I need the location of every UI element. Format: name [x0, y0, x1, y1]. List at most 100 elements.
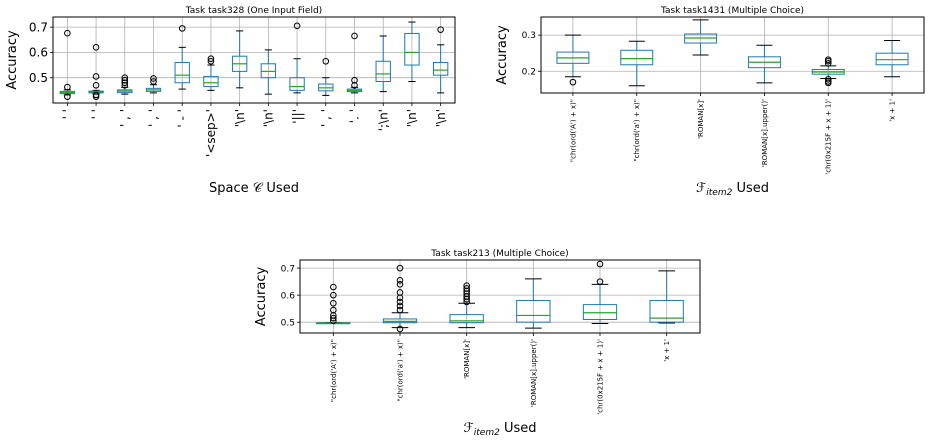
- flier-point: [64, 93, 71, 100]
- x-tick-label: 'ROMAN[x].upper()': [530, 339, 538, 407]
- flier-point: [396, 276, 404, 284]
- x-tick-label: 'x + 1': [663, 339, 671, 362]
- y-axis-label: Accuracy: [254, 267, 269, 327]
- box-iqr: [174, 62, 190, 84]
- flier-point: [322, 57, 330, 65]
- y-tick-label: 0.6: [29, 46, 48, 60]
- box-2: [382, 264, 418, 333]
- flier-point: [330, 299, 337, 307]
- box-3: [117, 74, 133, 95]
- flier-point: [351, 32, 358, 40]
- chart-panel-3: Task task213 (Multiple Choice) 0.5 0.6 0.7 "…: [254, 249, 701, 438]
- flier-point: [824, 60, 832, 67]
- box-iqr: [875, 52, 909, 66]
- flier-point: [64, 29, 71, 37]
- flier-point: [824, 75, 832, 83]
- flier-point: [330, 283, 337, 291]
- flier-point: [396, 298, 404, 306]
- x-tick-label: '\n': [262, 109, 276, 127]
- x-tick-label: ' ': [61, 109, 75, 119]
- flier-point: [92, 81, 100, 89]
- flier-point: [596, 278, 604, 285]
- y-tick-label: 0.3: [522, 31, 536, 41]
- x-tick-label: '\n': [434, 109, 448, 127]
- axes-frame: [52, 16, 456, 104]
- box-iqr: [516, 300, 551, 323]
- flier-point: [150, 78, 157, 85]
- flier-point: [463, 285, 470, 292]
- flier-point: [207, 55, 215, 63]
- box-8: [260, 49, 277, 95]
- x-tick-label: '\n': [405, 109, 419, 127]
- y-tick-label: 0.2: [522, 67, 536, 77]
- flier-point: [293, 22, 301, 30]
- x-axis-label: ℱitem2 Used: [696, 181, 769, 198]
- flier-point: [330, 314, 337, 322]
- flier-point: [150, 75, 157, 82]
- flier-point: [330, 306, 337, 314]
- flier-point: [396, 325, 404, 333]
- flier-point: [596, 260, 604, 268]
- flier-point: [92, 91, 100, 99]
- x-tick-label: ' ': [89, 109, 103, 119]
- box-12: [375, 35, 391, 93]
- x-axis-label: ℱitem2 Used: [464, 421, 537, 438]
- box-iqr: [404, 32, 420, 66]
- x-tick-label: ';\n': [376, 109, 390, 131]
- x-tick-label: '\n': [233, 109, 247, 127]
- box-11: [346, 32, 363, 94]
- box-1: [59, 29, 76, 100]
- flier-point: [396, 289, 404, 296]
- x-tick-label: ' , ': [118, 109, 132, 127]
- box-4: [145, 75, 162, 94]
- x-tick-label: 'ROMAN[x].upper()': [761, 99, 769, 167]
- box-iqr: [620, 49, 654, 66]
- y-axis-label: Accuracy: [495, 25, 510, 85]
- box-14: [432, 26, 449, 94]
- box-iqr: [432, 62, 449, 76]
- box-10: [318, 57, 334, 96]
- box-3: [684, 19, 718, 56]
- box-5: [811, 56, 845, 87]
- box-3: [449, 282, 484, 329]
- axes-frame: [540, 16, 925, 94]
- flier-point: [64, 83, 71, 91]
- x-tick-label: '||': [290, 109, 304, 124]
- chart-title: Task task213 (Multiple Choice): [430, 249, 568, 259]
- box-6: [875, 40, 909, 78]
- axes-frame: [299, 259, 701, 334]
- flier-point: [121, 76, 129, 84]
- box-6: [649, 270, 684, 324]
- flier-point: [437, 26, 444, 33]
- box-iqr: [375, 60, 391, 82]
- y-tick-label: 0.7: [281, 264, 295, 274]
- y-tick-label: 0.5: [29, 71, 48, 85]
- flier-point: [121, 81, 129, 89]
- box-4: [516, 278, 551, 329]
- box-iqr: [260, 63, 277, 79]
- chart-title: Task task1431 (Multiple Choice): [660, 6, 804, 16]
- flier-point: [121, 79, 129, 87]
- box-5: [582, 260, 618, 325]
- x-tick-label: ' , ': [147, 109, 161, 127]
- box-iqr: [649, 300, 684, 323]
- chart-panel-2: Task task1431 (Multiple Choice) 0.2 0.3 "ch…: [495, 6, 925, 198]
- x-tick-label: ' , ': [319, 109, 333, 127]
- box-2: [620, 40, 654, 87]
- x-tick-label: 'ROMAN[x]': [463, 339, 471, 379]
- box-9: [289, 22, 305, 94]
- box-iqr: [582, 304, 618, 320]
- x-tick-label: ' - ': [175, 109, 189, 128]
- x-tick-label: '<sep>': [204, 109, 218, 157]
- box-5: [174, 25, 190, 90]
- x-axis-label: Space 𝒞 Used: [209, 181, 299, 196]
- flier-point: [178, 25, 186, 32]
- chart-title: Task task328 (One Input Field): [185, 6, 322, 16]
- flier-point: [121, 74, 129, 82]
- y-tick-label: 0.7: [29, 20, 48, 34]
- flier-point: [351, 81, 358, 89]
- flier-point: [396, 306, 404, 314]
- flier-point: [396, 281, 404, 288]
- box-1: [316, 283, 351, 325]
